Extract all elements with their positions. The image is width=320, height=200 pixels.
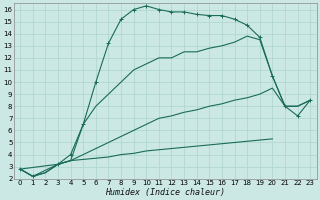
X-axis label: Humidex (Indice chaleur): Humidex (Indice chaleur) [105,188,225,197]
